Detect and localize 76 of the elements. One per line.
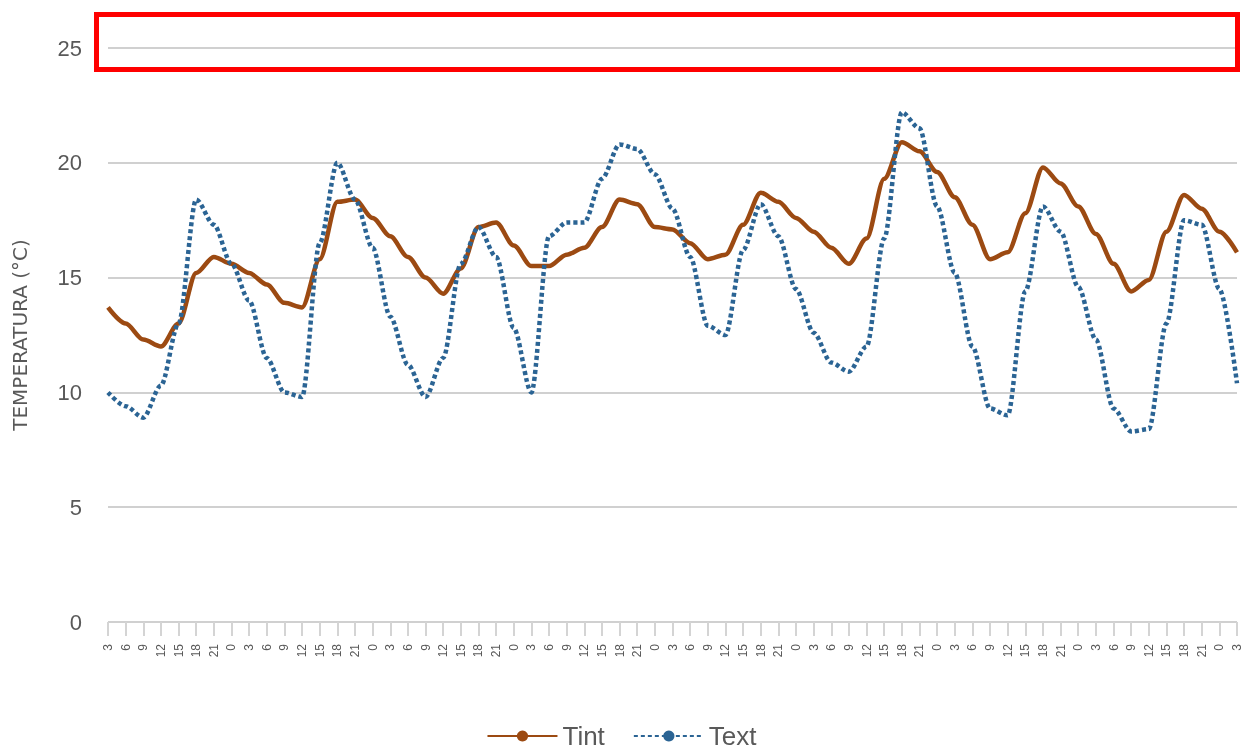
x-tick-label: 9 [700, 643, 715, 651]
x-tick-label: 15 [171, 643, 186, 658]
x-tick-label: 15 [877, 643, 892, 658]
x-tick-label: 0 [506, 643, 521, 651]
x-tick-label: 21 [1194, 643, 1209, 658]
x-tick-label: 6 [542, 643, 557, 651]
x-tick-label: 9 [559, 643, 574, 651]
x-tick-label: 6 [259, 643, 274, 651]
x-tick-label: 18 [471, 643, 486, 658]
x-tick-label: 6 [965, 643, 980, 651]
x-tick-label: 12 [577, 643, 592, 658]
y-tick-label: 10 [57, 379, 82, 405]
x-tick-label: 18 [612, 643, 627, 658]
y-tick-label: 25 [57, 35, 82, 61]
x-tick-label: 3 [665, 643, 680, 651]
x-tick-label: 21 [206, 643, 221, 658]
x-tick-label: 15 [1159, 643, 1174, 658]
x-tick-label: 3 [101, 643, 115, 651]
x-tick-label: 6 [683, 643, 698, 651]
x-tick-label: 0 [788, 643, 803, 651]
x-tick-label: 9 [418, 643, 433, 651]
x-tick-label: 21 [1053, 643, 1068, 658]
x-tick-label: 15 [312, 643, 327, 658]
x-tick-label: 18 [1035, 643, 1050, 658]
x-tick-label: 3 [524, 643, 539, 651]
x-tick-label: 0 [1071, 643, 1086, 651]
y-axis-title: TEMPERATURA (°C) [8, 239, 32, 432]
x-tick-label: 0 [1212, 643, 1227, 651]
x-tick-label: 3 [242, 643, 257, 651]
y-tick-label: 0 [69, 609, 82, 635]
y-tick-label: 5 [69, 494, 82, 520]
x-tick-label: 21 [771, 643, 786, 658]
x-tick-label: 0 [224, 643, 239, 651]
x-tick-label: 18 [894, 643, 909, 658]
x-tick-label: 6 [400, 643, 415, 651]
x-tick-label: 3 [383, 643, 398, 651]
x-tick-label: 21 [912, 643, 927, 658]
line-series [105, 139, 1240, 349]
x-tick-label: 3 [1230, 643, 1243, 651]
x-tick-label: 12 [718, 643, 733, 658]
x-tick-label: 6 [824, 643, 839, 651]
x-tick-label: 12 [295, 643, 310, 658]
x-tick-label: 3 [806, 643, 821, 651]
x-tick-label: 18 [189, 643, 204, 658]
legend-label: Tint [562, 721, 606, 751]
x-tick-label: 15 [594, 643, 609, 658]
x-tick-label: 0 [930, 643, 945, 651]
x-tick-label: 9 [136, 643, 151, 651]
x-tick-label: 18 [753, 643, 768, 658]
x-tick-label: 6 [1106, 643, 1121, 651]
line-series [105, 110, 1240, 434]
x-tick-label: 12 [1000, 643, 1015, 658]
x-tick-label: 6 [118, 643, 133, 651]
x-tick-label: 0 [365, 643, 380, 651]
x-tick-label: 9 [277, 643, 292, 651]
y-tick-label: 20 [57, 150, 82, 176]
x-tick-label: 21 [489, 643, 504, 658]
x-tick-label: 9 [1124, 643, 1139, 651]
x-tick-label: 12 [859, 643, 874, 658]
x-tick-label: 12 [1141, 643, 1156, 658]
x-tick-label: 15 [1018, 643, 1033, 658]
x-tick-label: 18 [330, 643, 345, 658]
x-tick-label: 3 [947, 643, 962, 651]
legend-label: Text [708, 721, 758, 751]
x-tick-label: 21 [630, 643, 645, 658]
x-tick-label: 0 [647, 643, 662, 651]
y-tick-label: 15 [57, 265, 82, 291]
x-tick-label: 15 [736, 643, 751, 658]
x-tick-label: 12 [153, 643, 168, 658]
x-tick-label: 9 [983, 643, 998, 651]
x-tick-label: 21 [347, 643, 362, 658]
x-tick-label: 12 [436, 643, 451, 658]
x-tick-label: 18 [1177, 643, 1192, 658]
x-tick-label: 3 [1088, 643, 1103, 651]
x-tick-label: 9 [841, 643, 856, 651]
x-tick-label: 15 [453, 643, 468, 658]
